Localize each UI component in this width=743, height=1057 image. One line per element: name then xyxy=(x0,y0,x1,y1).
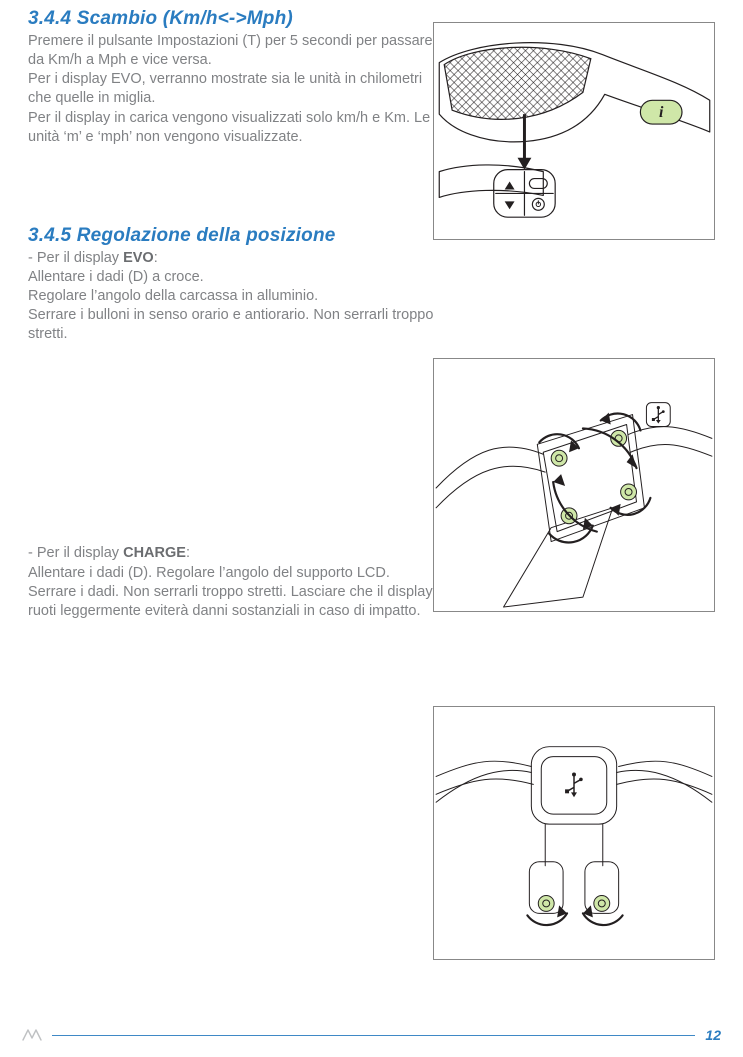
brand-logo-icon xyxy=(22,1028,42,1042)
info-icon: i xyxy=(659,104,664,121)
section-3-4-5: 3.4.5 Regolazione della posizione - Per … xyxy=(28,225,715,345)
control-pod xyxy=(494,170,555,218)
p: Serrare i dadi. Non serrarli troppo stre… xyxy=(28,583,438,621)
p: Allentare i dadi (D) a croce. xyxy=(28,268,438,287)
body-3-4-4: Premere il pulsante Impostazioni (T) per… xyxy=(28,32,438,147)
text-bold: EVO xyxy=(123,250,154,266)
figure-3-4-5-charge xyxy=(433,706,715,960)
p: Regolare l’angolo della carcassa in allu… xyxy=(28,287,438,306)
footer-rule xyxy=(52,1035,695,1036)
body-3-4-5-evo: - Per il display EVO: Allentare i dadi (… xyxy=(28,249,438,345)
p: Premere il pulsante Impostazioni (T) per… xyxy=(28,32,438,70)
p: Allentare i dadi (D). Regolare l’angolo … xyxy=(28,564,438,583)
text-bold: CHARGE xyxy=(123,545,186,561)
page-footer: 12 xyxy=(0,1027,743,1043)
body-3-4-5-charge: - Per il display CHARGE: Allentare i dad… xyxy=(28,544,438,621)
page-number: 12 xyxy=(705,1027,721,1043)
p: Per i display EVO, verranno mostrate sia… xyxy=(28,70,438,108)
p: Per il display in carica vengono visuali… xyxy=(28,109,438,147)
figure-3-4-5-evo xyxy=(433,358,715,612)
text: : xyxy=(186,545,190,561)
text: - Per il display xyxy=(28,545,123,561)
p: - Per il display EVO: xyxy=(28,249,438,268)
p: Serrare i bulloni in senso orario e anti… xyxy=(28,306,438,344)
text: - Per il display xyxy=(28,250,123,266)
p: - Per il display CHARGE: xyxy=(28,544,438,563)
text: : xyxy=(154,250,158,266)
figure-3-4-4: i xyxy=(433,22,715,240)
